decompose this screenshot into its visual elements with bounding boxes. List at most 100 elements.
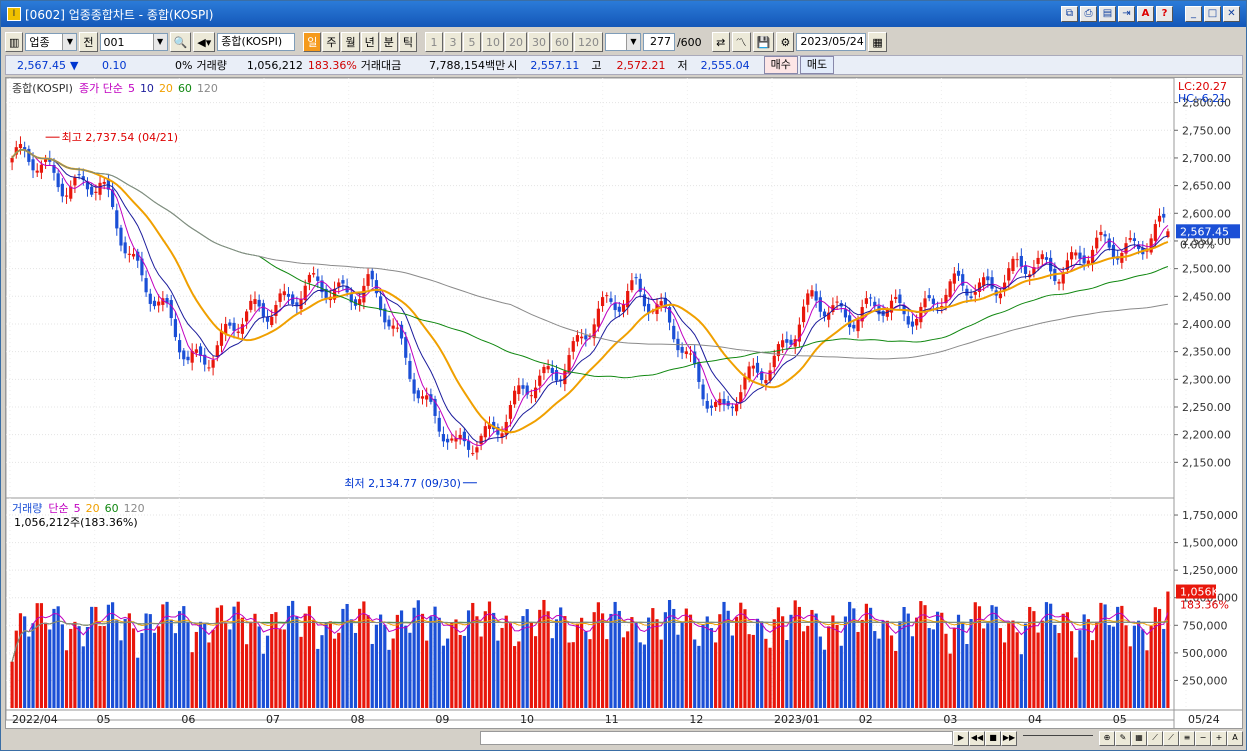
save-icon[interactable]: 💾 <box>752 32 775 52</box>
scroll-right-icon[interactable]: ▶ <box>953 730 969 746</box>
legend-volume-ma-type[interactable]: 단순 <box>48 502 68 515</box>
volume-bar <box>508 623 513 708</box>
pen-icon[interactable]: ✎ <box>1115 730 1131 746</box>
chart-area[interactable]: 2,800.00 2,750.00 2,700.00 2,650.00 2,600.00… <box>5 77 1243 729</box>
chart-svg[interactable]: 2,800.00 2,750.00 2,700.00 2,650.00 2,600.00… <box>6 78 1242 728</box>
legend-ma-120[interactable]: 120 <box>197 82 218 95</box>
candle <box>1145 250 1149 252</box>
screen-icon[interactable]: ▤ <box>1099 6 1116 22</box>
candle <box>584 335 588 340</box>
buy-button[interactable]: 매수 <box>763 56 798 74</box>
minimize-button[interactable]: _ <box>1185 6 1202 22</box>
date-field[interactable]: 2023/05/24 <box>796 33 867 51</box>
link-icon[interactable]: ⧉ <box>1061 6 1078 22</box>
index-name-field[interactable]: 종합(KOSPI) <box>217 33 296 51</box>
export-icon[interactable]: ⇥ <box>1118 6 1135 22</box>
tab-minute-1[interactable]: 1 <box>424 32 443 52</box>
market-all-button[interactable]: 전 <box>79 32 98 52</box>
volume-bar <box>734 616 739 708</box>
tab-period-0[interactable]: 일 <box>303 32 322 52</box>
candle <box>240 324 245 334</box>
volume-bar <box>408 632 412 708</box>
close-button[interactable]: ✕ <box>1223 6 1240 22</box>
candle <box>894 297 898 299</box>
sell-button[interactable]: 매도 <box>799 56 835 74</box>
volume-bar <box>1078 630 1082 708</box>
zoom-out-icon[interactable]: − <box>1195 730 1211 746</box>
legend-index-name[interactable]: 종합(KOSPI) <box>12 82 73 95</box>
legend-ma-type[interactable]: 종가 단순 <box>79 82 123 95</box>
tab-period-1[interactable]: 주 <box>322 32 341 52</box>
legend-ma-5[interactable]: 5 <box>128 82 135 95</box>
zoom-in-icon[interactable]: + <box>1211 730 1227 746</box>
tab-minute-30[interactable]: 30 <box>527 32 550 52</box>
volume-bar <box>52 608 56 708</box>
volume-bar <box>940 612 944 708</box>
legend-volume-ma-5[interactable]: 5 <box>74 502 81 515</box>
stop-icon[interactable]: ■ <box>985 730 1001 746</box>
candle <box>446 438 450 443</box>
legend-ma-10[interactable]: 10 <box>140 82 154 95</box>
code-input[interactable]: 001 ▼ <box>99 33 168 51</box>
candle <box>194 349 198 353</box>
search-icon[interactable]: 🔍 <box>169 32 192 52</box>
candle <box>416 390 420 399</box>
legend-ma-20[interactable]: 20 <box>159 82 173 95</box>
tab-minute-60[interactable]: 60 <box>550 32 573 52</box>
tab-period-4[interactable]: 분 <box>379 32 398 52</box>
maximize-button[interactable]: □ <box>1204 6 1221 22</box>
candle <box>420 396 425 399</box>
print-icon[interactable]: ⎙ <box>1080 6 1097 22</box>
chart-type-icon[interactable]: ▥ <box>5 32 24 52</box>
volume-bar <box>504 615 508 708</box>
volume-bar <box>952 628 956 708</box>
scrollbar[interactable] <box>480 731 953 745</box>
volume-bar <box>575 623 580 708</box>
candle <box>492 421 496 430</box>
candle <box>215 345 219 357</box>
tab-minute-3[interactable]: 3 <box>443 32 462 52</box>
minute-select[interactable]: ▼ <box>604 33 641 51</box>
volume-bar <box>496 640 500 708</box>
market-select[interactable]: 업종 ▼ <box>25 33 78 51</box>
legend-volume-name[interactable]: 거래량 <box>12 502 42 515</box>
chevron-down-icon[interactable]: ▼ <box>625 34 640 50</box>
title-bar[interactable]: I [0602] 업종종합차트 - 종합(KOSPI) ⧉ ⎙ ▤ ⇥ A ? … <box>1 1 1246 27</box>
tab-minute-20[interactable]: 20 <box>504 32 527 52</box>
volume-bar <box>772 619 776 708</box>
tab-period-3[interactable]: 년 <box>360 32 379 52</box>
tab-minute-120[interactable]: 120 <box>573 32 603 52</box>
tab-minute-10[interactable]: 10 <box>481 32 504 52</box>
legend-volume-ma-60[interactable]: 60 <box>105 502 119 515</box>
tab-period-2[interactable]: 월 <box>341 32 360 52</box>
rewind-icon[interactable]: ◀◀ <box>969 730 985 746</box>
speed-slider[interactable] <box>1023 735 1093 741</box>
channel-icon[interactable]: ⟋ <box>1163 730 1179 746</box>
chevron-down-icon[interactable]: ▼ <box>62 34 77 50</box>
legend-volume-ma-120[interactable]: 120 <box>124 502 145 515</box>
swap-icon[interactable]: ⇄ <box>711 32 730 52</box>
indicator-icon[interactable]: 〽 <box>731 32 751 52</box>
volume-bar <box>131 628 136 708</box>
count-field[interactable]: 277 <box>642 33 675 51</box>
font-icon[interactable]: A <box>1137 6 1154 22</box>
line-icon[interactable]: ⟋ <box>1147 730 1163 746</box>
layout-icon[interactable]: ▦ <box>1131 730 1147 746</box>
crosshair-icon[interactable]: ⊕ <box>1099 730 1115 746</box>
candle <box>1002 282 1007 292</box>
candle <box>353 299 358 306</box>
legend-ma-60[interactable]: 60 <box>178 82 192 95</box>
tab-minute-5[interactable]: 5 <box>462 32 481 52</box>
tab-period-5[interactable]: 틱 <box>398 32 417 52</box>
volume-tick-label: 250,000 <box>1182 674 1228 687</box>
calendar-icon[interactable]: ▦ <box>868 32 887 52</box>
volume-bar <box>341 608 345 708</box>
forward-icon[interactable]: ▶▶ <box>1001 730 1017 746</box>
help-icon[interactable]: ? <box>1156 6 1173 22</box>
settings-icon[interactable]: ⚙ <box>776 32 795 52</box>
speaker-icon[interactable]: ◀▾ <box>193 32 216 52</box>
legend-volume-ma-20[interactable]: 20 <box>86 502 100 515</box>
text-icon[interactable]: A <box>1227 730 1243 746</box>
chevron-down-icon[interactable]: ▼ <box>152 34 167 50</box>
fibo-icon[interactable]: ≡ <box>1179 730 1195 746</box>
